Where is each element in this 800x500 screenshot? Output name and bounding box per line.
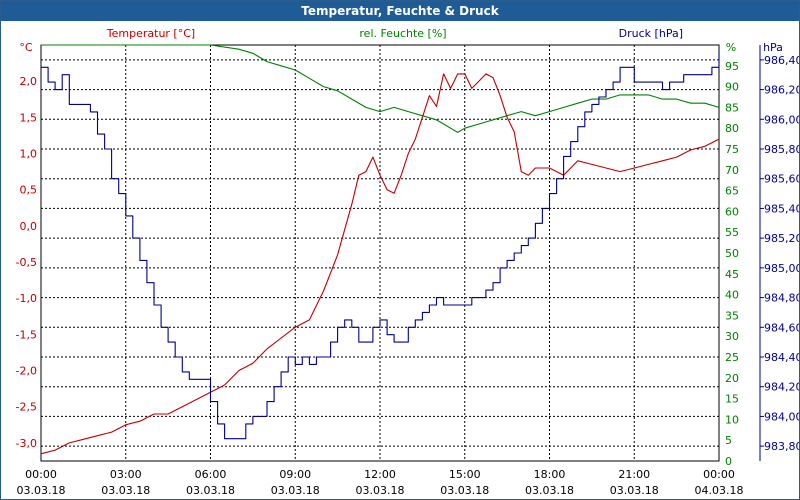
humidity-tick-label: 45 — [725, 268, 739, 281]
humidity-tick-label: 95 — [725, 60, 739, 73]
temperature-line — [40, 73, 720, 455]
humidity-tick-label: 50 — [725, 247, 739, 260]
pressure-axis-unit: hPa — [763, 41, 783, 54]
humidity-tick-label: 85 — [725, 101, 739, 114]
pressure-tick-label: 984,20 — [764, 381, 799, 394]
x-tick-time: 18:00 — [534, 468, 566, 481]
humidity-line — [41, 44, 720, 133]
humidity-tick-label: 90 — [725, 81, 739, 94]
humidity-tick-label: 70 — [725, 164, 739, 177]
humidity-tick-label: 15 — [725, 393, 739, 406]
humidity-tick-label: 40 — [725, 289, 739, 302]
temperature-tick-label: 0,5 — [20, 184, 38, 197]
pressure-tick-label: 986,00 — [764, 113, 799, 126]
humidity-tick-label: 0 — [725, 455, 732, 468]
temperature-tick-label: -0,5 — [16, 256, 37, 269]
humidity-tick-label: 75 — [725, 143, 739, 156]
pressure-tick-label: 985,00 — [764, 262, 799, 275]
x-tick-date: 03.03.18 — [356, 484, 405, 497]
x-tick-date: 03.03.18 — [525, 484, 574, 497]
temperature-tick-label: 2,0 — [20, 75, 38, 88]
pressure-axis-label: Druck [hPa] — [619, 27, 683, 40]
x-tick-date: 04.03.18 — [695, 484, 744, 497]
x-tick-time: 12:00 — [364, 468, 396, 481]
pressure-tick-label: 986,20 — [764, 84, 799, 97]
pressure-line — [41, 52, 720, 440]
temperature-tick-label: -3,0 — [16, 437, 37, 450]
pressure-tick-label: 985,60 — [764, 173, 799, 186]
pressure-tick-label: 985,20 — [764, 232, 799, 245]
pressure-tick-label: 983,80 — [764, 440, 799, 453]
humidity-tick-label: 30 — [725, 330, 739, 343]
pressure-tick-label: 984,40 — [764, 351, 799, 364]
x-tick-date: 03.03.18 — [186, 484, 235, 497]
x-tick-time: 00:00 — [703, 468, 735, 481]
pressure-tick-label: 986,40 — [764, 54, 799, 67]
humidity-tick-label: 20 — [725, 372, 739, 385]
window-title: Temperatur, Feuchte & Druck — [1, 1, 799, 21]
x-tick-time: 21:00 — [618, 468, 650, 481]
temperature-tick-label: 1,0 — [20, 148, 38, 161]
x-tick-date: 03.03.18 — [101, 484, 150, 497]
pressure-tick-label: 984,80 — [764, 292, 799, 305]
x-tick-time: 03:00 — [110, 468, 142, 481]
x-tick-date: 03.03.18 — [271, 484, 320, 497]
x-tick-date: 03.03.18 — [440, 484, 489, 497]
humidity-tick-label: 35 — [725, 309, 739, 322]
temperature-axis-unit: °C — [19, 41, 33, 54]
pressure-tick-label: 985,80 — [764, 143, 799, 156]
x-tick-date: 03.03.18 — [17, 484, 66, 497]
humidity-tick-label: 55 — [725, 226, 739, 239]
temperature-tick-label: -1,5 — [16, 328, 37, 341]
pressure-tick-label: 984,00 — [764, 410, 799, 423]
humidity-tick-label: 65 — [725, 185, 739, 198]
humidity-tick-label: 10 — [725, 413, 739, 426]
temperature-tick-label: -2,5 — [16, 401, 37, 414]
humidity-tick-label: 80 — [725, 122, 739, 135]
x-tick-time: 09:00 — [279, 468, 311, 481]
temperature-tick-label: -1,0 — [16, 292, 37, 305]
x-tick-time: 06:00 — [195, 468, 227, 481]
temperature-tick-label: 0,0 — [20, 220, 38, 233]
pressure-tick-label: 985,40 — [764, 202, 799, 215]
chart: 00:00 03.03.18 03:00 03.03.18 06:00 03.03.18 0… — [16, 27, 799, 497]
temperature-axis-label: Temperatur [°C] — [106, 27, 195, 40]
humidity-tick-label: 60 — [725, 205, 739, 218]
temperature-tick-label: 1,5 — [20, 111, 38, 124]
humidity-tick-label: 5 — [725, 434, 732, 447]
humidity-tick-label: 25 — [725, 351, 739, 364]
x-tick-time: 15:00 — [449, 468, 481, 481]
humidity-axis-unit: % — [726, 41, 736, 54]
x-tick-time: 00:00 — [25, 468, 57, 481]
humidity-axis-label: rel. Feuchte [%] — [359, 27, 446, 40]
pressure-tick-label: 984,60 — [764, 321, 799, 334]
temperature-tick-label: -2,0 — [16, 365, 37, 378]
x-tick-date: 03.03.18 — [610, 484, 659, 497]
